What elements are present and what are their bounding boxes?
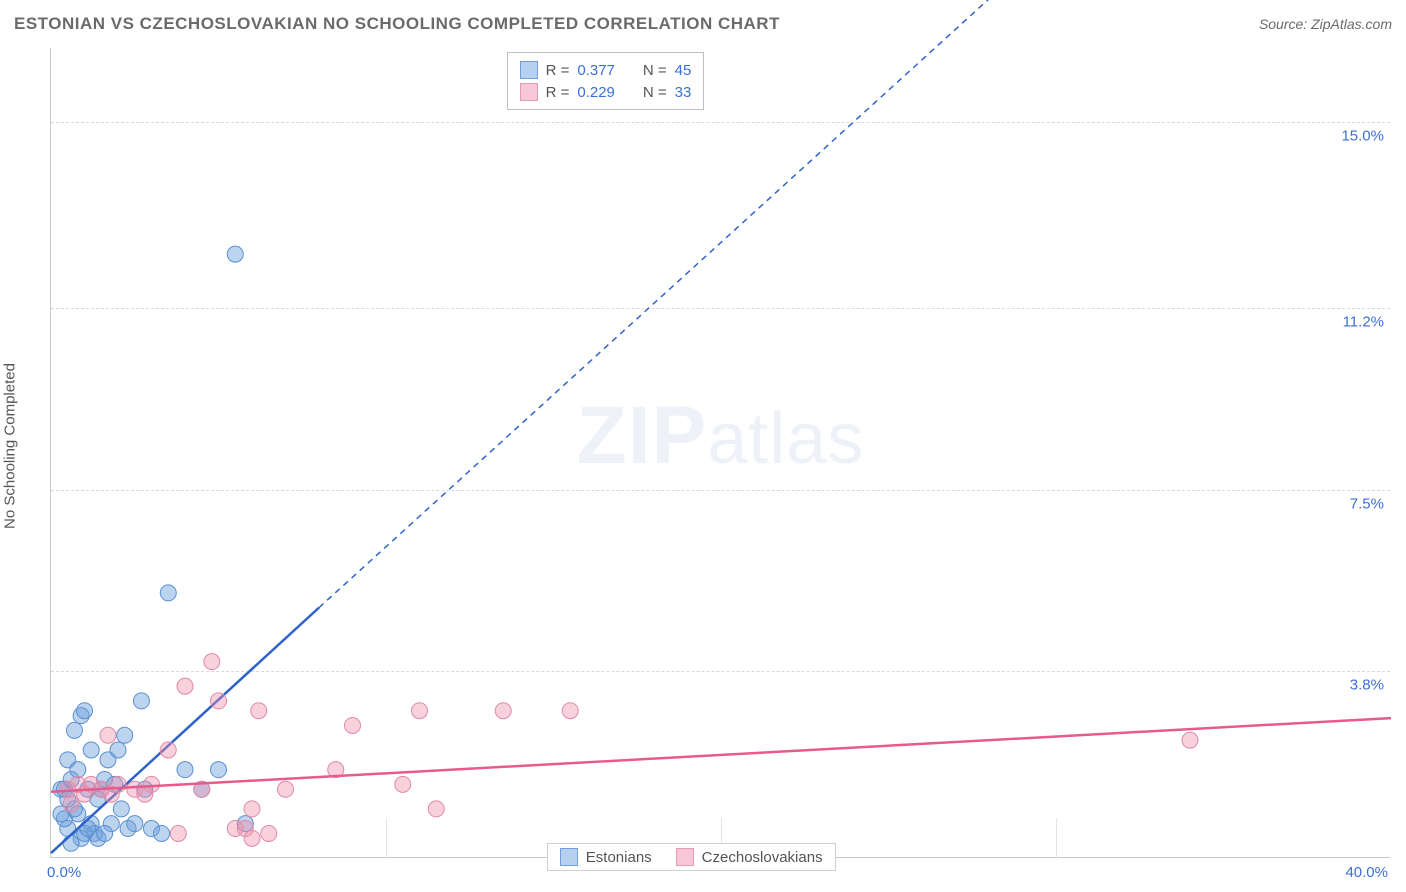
n-label: N =	[643, 84, 667, 101]
swatch-estonians	[520, 61, 538, 79]
scatter-point-estonians	[83, 742, 99, 758]
scatter-point-estonians	[211, 762, 227, 778]
n-value: 45	[675, 62, 692, 79]
r-label: R =	[546, 84, 570, 101]
scatter-point-czechoslovakians	[244, 830, 260, 846]
scatter-point-estonians	[113, 801, 129, 817]
scatter-point-czechoslovakians	[137, 786, 153, 802]
n-value: 33	[675, 84, 692, 101]
legend-item-estonians: Estonians	[560, 848, 652, 866]
series-legend: Estonians Czechoslovakians	[547, 843, 836, 871]
scatter-point-czechoslovakians	[395, 776, 411, 792]
scatter-point-czechoslovakians	[1182, 732, 1198, 748]
scatter-point-estonians	[97, 825, 113, 841]
scatter-point-estonians	[154, 825, 170, 841]
scatter-point-czechoslovakians	[345, 717, 361, 733]
scatter-point-estonians	[66, 722, 82, 738]
plot-area: ZIPatlas 3.8%7.5%11.2%15.0% R =0.377N =4…	[50, 48, 1390, 858]
source-label: Source: ZipAtlas.com	[1259, 16, 1392, 32]
legend-label-czechoslovakians: Czechoslovakians	[702, 849, 823, 866]
chart-header: ESTONIAN VS CZECHOSLOVAKIAN NO SCHOOLING…	[0, 0, 1406, 40]
scatter-point-estonians	[177, 762, 193, 778]
legend-swatch-czechoslovakians	[676, 848, 694, 866]
swatch-czechoslovakians	[520, 83, 538, 101]
scatter-point-czechoslovakians	[160, 742, 176, 758]
scatter-point-czechoslovakians	[412, 703, 428, 719]
scatter-point-czechoslovakians	[562, 703, 578, 719]
legend-item-czechoslovakians: Czechoslovakians	[676, 848, 823, 866]
scatter-point-estonians	[70, 762, 86, 778]
scatter-point-czechoslovakians	[251, 703, 267, 719]
scatter-point-czechoslovakians	[495, 703, 511, 719]
stats-row-estonians: R = 0.377 N = 45	[520, 59, 692, 81]
r-label: R =	[546, 62, 570, 79]
r-value: 0.377	[577, 62, 615, 79]
x-origin-label: 0.0%	[47, 864, 81, 881]
scatter-svg	[51, 48, 1390, 857]
scatter-point-czechoslovakians	[100, 727, 116, 743]
scatter-point-czechoslovakians	[261, 825, 277, 841]
stats-legend: R = 0.377 N = 45 R = 0.229 N = 33	[507, 52, 705, 110]
legend-swatch-estonians	[560, 848, 578, 866]
legend-label-estonians: Estonians	[586, 849, 652, 866]
regression-line-czechoslovakians	[51, 718, 1391, 792]
scatter-point-estonians	[77, 703, 93, 719]
scatter-point-czechoslovakians	[177, 678, 193, 694]
scatter-point-estonians	[160, 585, 176, 601]
scatter-point-czechoslovakians	[204, 654, 220, 670]
x-max-label: 40.0%	[1345, 864, 1388, 881]
scatter-point-estonians	[117, 727, 133, 743]
scatter-point-czechoslovakians	[170, 825, 186, 841]
scatter-point-estonians	[63, 835, 79, 851]
r-value: 0.229	[577, 84, 615, 101]
n-label: N =	[643, 62, 667, 79]
scatter-point-estonians	[127, 816, 143, 832]
scatter-point-estonians	[227, 246, 243, 262]
chart-title: ESTONIAN VS CZECHOSLOVAKIAN NO SCHOOLING…	[14, 14, 780, 34]
stats-row-czechoslovakians: R = 0.229 N = 33	[520, 81, 692, 103]
scatter-point-czechoslovakians	[428, 801, 444, 817]
regression-line-estonians	[51, 608, 319, 853]
scatter-point-estonians	[110, 742, 126, 758]
scatter-point-estonians	[133, 693, 149, 709]
scatter-point-czechoslovakians	[278, 781, 294, 797]
scatter-point-czechoslovakians	[244, 801, 260, 817]
scatter-point-czechoslovakians	[63, 796, 79, 812]
scatter-point-czechoslovakians	[211, 693, 227, 709]
y-axis-label: No Schooling Completed	[2, 363, 19, 529]
